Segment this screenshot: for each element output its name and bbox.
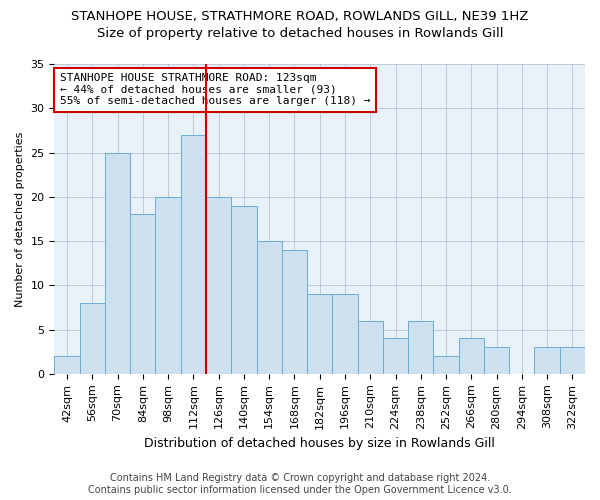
Bar: [105, 152, 130, 374]
Bar: [408, 320, 433, 374]
Bar: [458, 338, 484, 374]
Bar: [206, 197, 231, 374]
Bar: [332, 294, 358, 374]
Text: STANHOPE HOUSE, STRATHMORE ROAD, ROWLANDS GILL, NE39 1HZ: STANHOPE HOUSE, STRATHMORE ROAD, ROWLAND…: [71, 10, 529, 23]
Bar: [231, 206, 257, 374]
Text: Contains HM Land Registry data © Crown copyright and database right 2024.
Contai: Contains HM Land Registry data © Crown c…: [88, 474, 512, 495]
Bar: [181, 135, 206, 374]
Text: Size of property relative to detached houses in Rowlands Gill: Size of property relative to detached ho…: [97, 28, 503, 40]
Bar: [560, 348, 585, 374]
Bar: [55, 356, 80, 374]
Bar: [257, 241, 282, 374]
Bar: [282, 250, 307, 374]
Bar: [433, 356, 458, 374]
Text: STANHOPE HOUSE STRATHMORE ROAD: 123sqm
← 44% of detached houses are smaller (93): STANHOPE HOUSE STRATHMORE ROAD: 123sqm ←…: [60, 74, 370, 106]
Bar: [535, 348, 560, 374]
Bar: [383, 338, 408, 374]
Y-axis label: Number of detached properties: Number of detached properties: [15, 131, 25, 306]
Bar: [80, 303, 105, 374]
Bar: [358, 320, 383, 374]
Bar: [307, 294, 332, 374]
Bar: [130, 214, 155, 374]
Bar: [155, 197, 181, 374]
Bar: [484, 348, 509, 374]
X-axis label: Distribution of detached houses by size in Rowlands Gill: Distribution of detached houses by size …: [144, 437, 495, 450]
